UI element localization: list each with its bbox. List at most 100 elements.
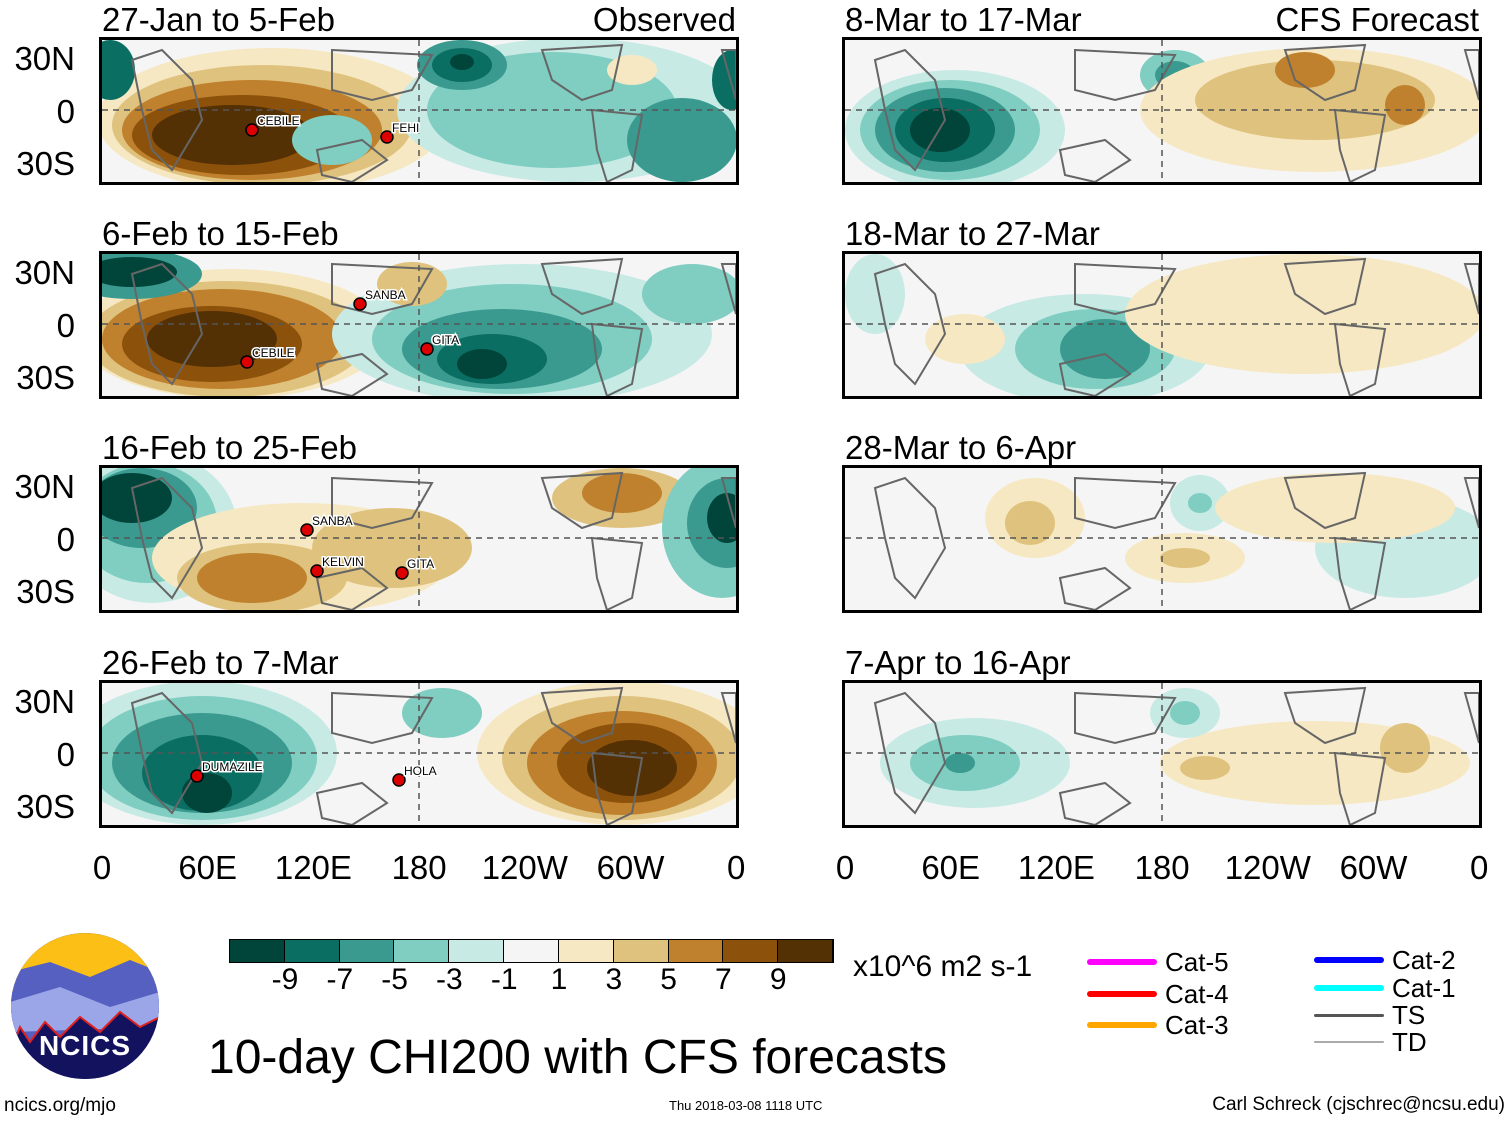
map-panel: CEBILE FEHI [85, 37, 752, 192]
anomaly-contour [1060, 319, 1150, 379]
anomaly-contour [642, 264, 742, 324]
lat-tick-label: 0 [56, 735, 75, 773]
colorbar-swatch [449, 940, 505, 962]
storm-label: CEBILE [257, 114, 300, 128]
anomaly-contour [582, 473, 662, 513]
coastline [1283, 257, 1367, 316]
lat-tick-label: 30N [14, 468, 75, 505]
coastline [540, 43, 624, 102]
colorbar-tick-label: 3 [605, 963, 623, 996]
anomaly-contour [92, 473, 172, 523]
anomaly-contour [1385, 85, 1425, 125]
lon-tick-label: 0 [835, 849, 855, 886]
coastline [873, 691, 947, 815]
storm-marker [395, 566, 409, 580]
colorbar-tick-label: 7 [715, 963, 732, 996]
coastline [130, 691, 204, 815]
storm-marker [310, 564, 324, 578]
lon-tick-label: 0 [727, 849, 746, 886]
colorbar-swatch [723, 940, 779, 962]
track-legend-line [1087, 991, 1157, 997]
coastline [540, 686, 624, 745]
coastline [1283, 686, 1367, 745]
map-panel: SANBA KELVIN GITA [67, 453, 782, 613]
colorbar-units: x10^6 m2 s-1 [853, 950, 1033, 983]
track-legend-label: Cat-4 [1165, 979, 1229, 1009]
lon-tick-label: 0 [1470, 849, 1489, 886]
colorbar-swatch [778, 940, 833, 962]
colorbar-tick-label: -9 [271, 963, 299, 996]
coastline [590, 108, 644, 184]
coastline [1074, 48, 1177, 102]
lon-tick-label: 120E [274, 849, 352, 886]
colorbar-tick-label: -7 [326, 963, 354, 996]
anomaly-contour [1188, 493, 1212, 513]
coastline [1074, 691, 1177, 745]
anomaly-contour [1275, 52, 1335, 88]
colorbar-swatch [558, 940, 614, 962]
track-legend-label: TS [1392, 1000, 1426, 1030]
track-legend-line [1314, 1013, 1384, 1017]
anomaly-contour [1195, 60, 1435, 140]
storm-label: SANBA [365, 288, 406, 302]
coastline [873, 476, 947, 600]
lon-tick-label: 180 [1134, 849, 1190, 886]
anomaly-contour [1005, 501, 1055, 545]
anomaly-contour [627, 98, 737, 182]
coastline [1283, 471, 1367, 530]
logo-text: NCICS [38, 1030, 132, 1061]
storm-marker [300, 523, 314, 537]
storm-marker [420, 342, 434, 356]
panel-title: 27-Jan to 5-Feb [102, 1, 335, 38]
coastline [130, 48, 204, 172]
panel-title: 18-Mar to 27-Mar [845, 215, 1100, 252]
coastline [1074, 262, 1177, 316]
track-legend-line [1087, 1022, 1157, 1028]
anomaly-contour [292, 115, 372, 165]
colorbar-swatch [394, 940, 450, 962]
coastline [540, 471, 624, 530]
lon-tick-label: 60W [1339, 849, 1408, 886]
lat-tick-label: 30S [16, 359, 75, 396]
anomaly-contour [197, 553, 307, 603]
coastline [1333, 751, 1387, 827]
lat-tick-label: 30S [16, 788, 75, 825]
storm-marker [240, 355, 254, 369]
anomaly-contour [147, 311, 277, 367]
anomaly-contour [312, 508, 472, 588]
map-panel: SANBA CEBILE GITA [62, 249, 742, 404]
lon-tick-label: 60E [921, 849, 981, 886]
footer-author: Carl Schreck (cjschrec@ncsu.edu) [1212, 1094, 1505, 1115]
colorbar-swatch [284, 940, 340, 962]
coastline [873, 262, 947, 386]
colorbar-tick-label: -5 [381, 963, 408, 996]
colorbar-swatch [504, 940, 559, 962]
panel-title: 6-Feb to 15-Feb [102, 215, 339, 252]
anomaly-contour [152, 105, 312, 165]
coastline [331, 691, 434, 745]
figure-title: 10-day CHI200 with CFS forecasts [208, 1031, 947, 1084]
coastline [1058, 781, 1132, 827]
colorbar-tick-label: 5 [660, 963, 677, 996]
coastline [331, 48, 434, 102]
coastline [331, 476, 434, 530]
lon-tick-label: 0 [92, 849, 112, 886]
track-legend-line [1314, 985, 1384, 991]
anomaly-contour [1215, 473, 1455, 543]
colorbar-swatch [613, 940, 669, 962]
storm-label: DUMAZILE [202, 760, 263, 774]
coastline [315, 566, 389, 612]
panel-title: 26-Feb to 7-Mar [102, 644, 339, 681]
track-legend-line [1314, 1041, 1384, 1043]
coastline [590, 322, 644, 398]
ncics-logo [10, 932, 160, 1080]
lat-tick-label: 30N [14, 683, 75, 720]
colorbar-swatch [668, 940, 724, 962]
colorbar-tick-label: -1 [490, 963, 518, 996]
panel-title: 7-Apr to 16-Apr [845, 644, 1071, 681]
lon-tick-label: 120E [1017, 849, 1095, 886]
track-legend-line [1314, 957, 1384, 963]
coastline [130, 476, 204, 600]
forecast-label: CFS Forecast [1275, 1, 1479, 38]
